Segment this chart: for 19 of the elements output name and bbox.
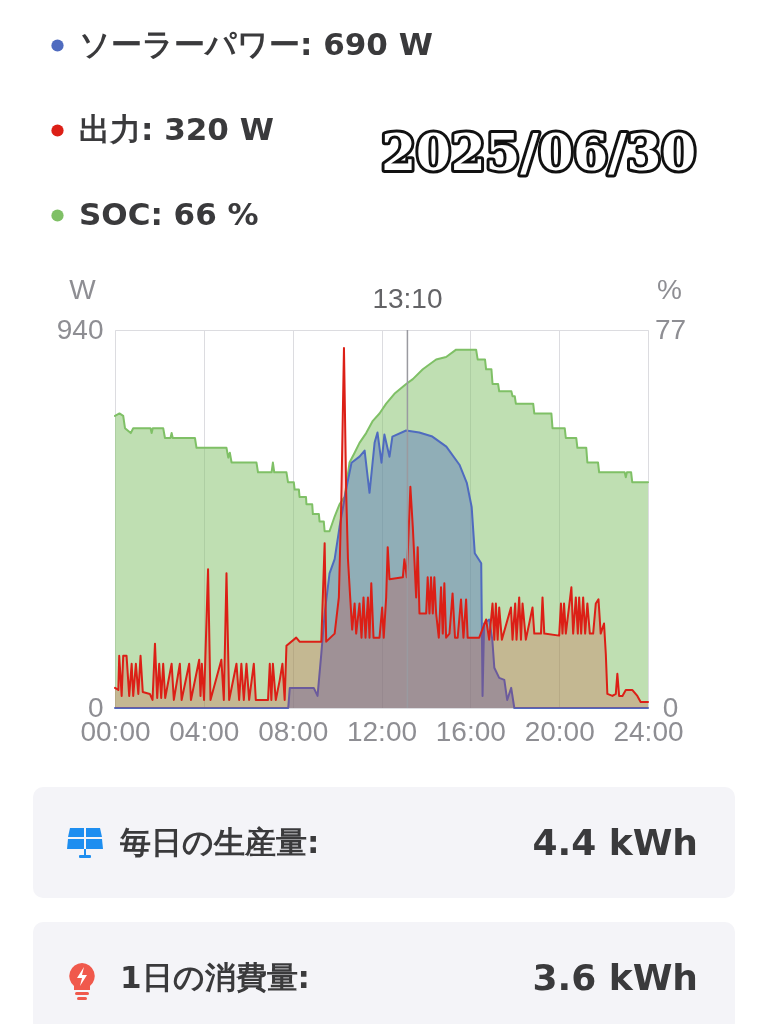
- text: 1日の消費量:: [120, 957, 310, 997]
- x-tick-label: 12:00: [346, 715, 418, 747]
- text: 毎日の生産量:: [120, 822, 320, 862]
- x-tick-label: 08:00: [258, 715, 329, 747]
- text: 3.6 kWh: [532, 957, 698, 998]
- y2-tick-label: 0: [662, 691, 679, 723]
- chart-title: 2025/06/30: [381, 123, 696, 182]
- y2-tick-label: 77: [654, 313, 687, 345]
- y-tick-label: 940: [56, 313, 104, 345]
- x-tick-label: 04:00: [169, 715, 240, 747]
- legend-label: 出力: 320 W: [79, 110, 274, 147]
- ref-line-label: 13:10: [372, 283, 443, 314]
- y-axis-title: W: [69, 273, 97, 305]
- legend-label: ソーラーパワー: 690 W: [79, 25, 433, 62]
- x-tick-label: 16:00: [435, 715, 506, 747]
- x-tick-label: 20:00: [524, 715, 595, 747]
- y2-axis-title: %: [657, 273, 682, 305]
- legend-label: SOC: 66 %: [79, 195, 259, 232]
- text: 4.4 kWh: [532, 822, 698, 863]
